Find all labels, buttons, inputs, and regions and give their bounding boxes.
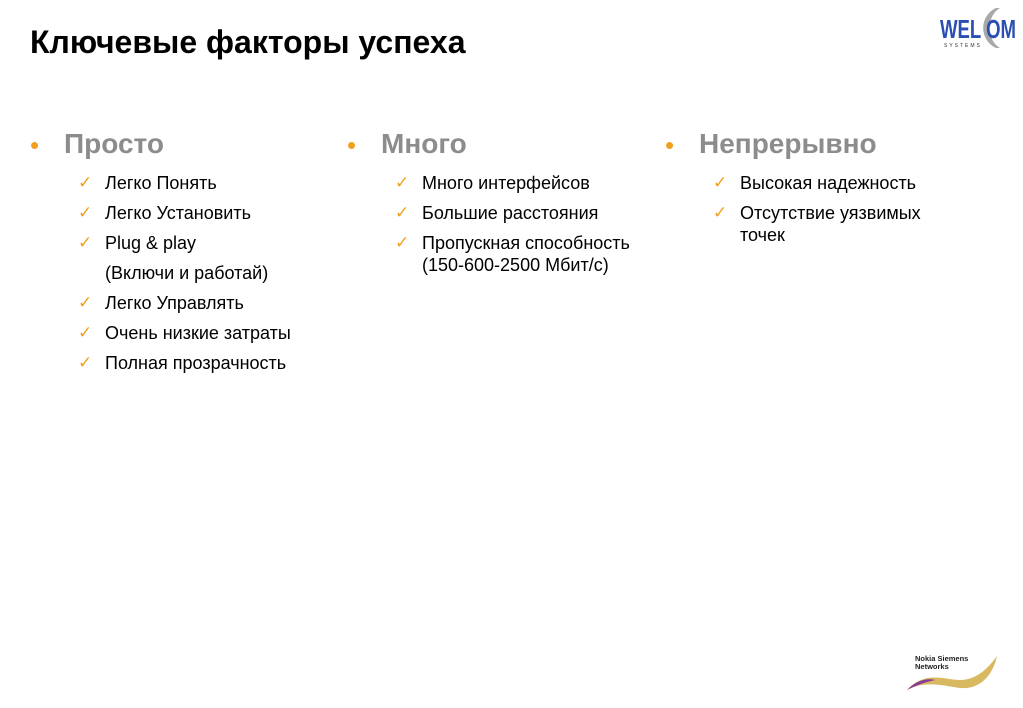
bullet-icon: • <box>665 130 675 160</box>
checkmark-icon: ✓ <box>78 353 93 372</box>
list-item: ✓ Легко Управлять <box>78 292 338 314</box>
svg-text:WEL OM: WEL OM <box>940 14 1016 44</box>
checkmark-icon: ✓ <box>78 203 93 222</box>
bullet-icon: • <box>347 130 357 160</box>
checkmark-icon: ✓ <box>78 173 93 192</box>
list-item: ✓ Большие расстояния <box>395 202 675 224</box>
column-heading: Просто <box>64 128 164 159</box>
column-heading: Непрерывно <box>699 128 877 159</box>
item-text: Очень низкие затраты <box>105 323 291 343</box>
slide-title: Ключевые факторы успеха <box>30 24 466 60</box>
list-item: ✓ Много интерфейсов <box>395 172 675 194</box>
checkmark-icon: ✓ <box>713 203 728 222</box>
item-text: Легко Понять <box>105 173 217 193</box>
list-item: ✓ Высокая надежность <box>713 172 963 194</box>
item-text: Легко Установить <box>105 203 251 223</box>
list-item: ✓ Легко Установить <box>78 202 338 224</box>
svg-text:Nokia Siemens: Nokia Siemens <box>915 654 968 663</box>
list-item: ✓ Полная прозрачность <box>78 352 338 374</box>
list-item: ✓ Очень низкие затраты <box>78 322 338 344</box>
svg-text:SYSTEMS: SYSTEMS <box>944 43 982 49</box>
checkmark-icon: ✓ <box>395 203 410 222</box>
svg-text:Networks: Networks <box>915 662 949 671</box>
item-text: Отсутствие уязвимых точек <box>740 203 921 245</box>
column-prosto: • Просто ✓ Легко Понять ✓ Легко Установить … <box>30 128 330 373</box>
checkmark-icon: ✓ <box>78 323 93 342</box>
nokia-siemens-networks-logo: Nokia Siemens Networks <box>905 650 1000 700</box>
list-item: ✓ Легко Понять <box>78 172 338 194</box>
checkmark-icon: ✓ <box>78 293 93 312</box>
item-list: ✓ Много интерфейсов ✓ Большие расстояния ✓… <box>395 172 675 284</box>
item-text: Полная прозрачность <box>105 353 287 373</box>
item-text: Большие расстояния <box>422 203 599 223</box>
item-text: (Включи и работай) <box>105 263 269 283</box>
column-heading: Много <box>381 128 467 159</box>
list-item: ✓ Пропускная способность (150-600-2500 Мб… <box>395 232 672 276</box>
item-text: Много интерфейсов <box>422 173 590 193</box>
item-list: ✓ Легко Понять ✓ Легко Установить ✓ Plug & … <box>78 172 338 382</box>
item-text: Легко Управлять <box>105 293 244 313</box>
bullet-icon: • <box>30 130 40 160</box>
checkmark-icon: ✓ <box>78 233 93 252</box>
column-nepreryvno: • Непрерывно ✓ Высокая надежность ✓ Отсутст… <box>665 128 965 245</box>
checkmark-icon: ✓ <box>395 233 410 252</box>
list-item: ✓ Plug & play <box>78 232 338 254</box>
column-mnogo: • Много ✓ Много интерфейсов ✓ Большие расст… <box>347 128 647 275</box>
welcom-logo: WEL OM SYSTEMS <box>938 6 1020 55</box>
list-item: ✓ Отсутствие уязвимых точек <box>713 202 960 246</box>
checkmark-icon: ✓ <box>713 173 728 192</box>
checkmark-icon: ✓ <box>395 173 410 192</box>
item-list: ✓ Высокая надежность ✓ Отсутствие уязвимых… <box>713 172 963 254</box>
item-text: Высокая надежность <box>740 173 917 193</box>
item-text: Plug & play <box>105 233 197 253</box>
list-item: (Включи и работай) <box>78 262 338 284</box>
item-text: Пропускная способность (150-600-2500 Мби… <box>422 233 630 275</box>
